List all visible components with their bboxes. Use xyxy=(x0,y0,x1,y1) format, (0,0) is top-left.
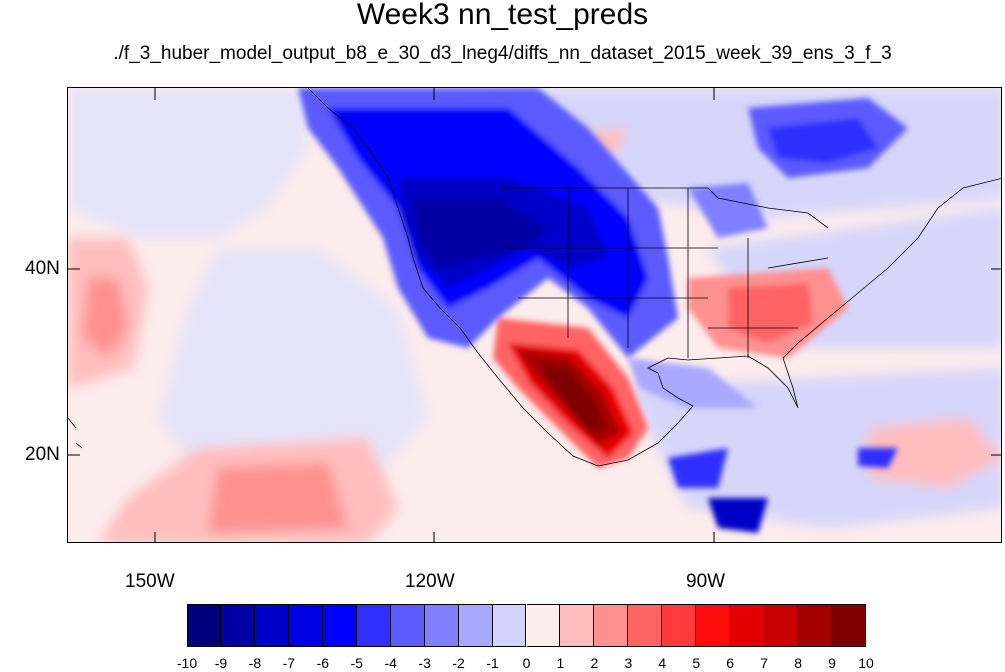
colorbar-swatch xyxy=(492,604,527,647)
colorbar-swatch xyxy=(798,604,833,647)
colorbar-tick-label: -6 xyxy=(316,655,330,671)
map-svg xyxy=(68,88,1001,542)
strong-anomalies xyxy=(298,88,908,533)
colorbar-swatch xyxy=(560,604,595,647)
colorbar-swatch xyxy=(730,604,765,647)
lon-label-90w: 90W xyxy=(686,571,726,592)
colorbar-swatch xyxy=(424,604,459,647)
colorbar-swatch xyxy=(288,604,323,647)
lat-label-20n: 20N xyxy=(25,444,60,465)
colorbar-tick-label: 10 xyxy=(858,655,874,671)
colorbar-swatch xyxy=(696,604,731,647)
colorbar-swatch xyxy=(594,604,629,647)
colorbar-tick-label: -8 xyxy=(248,655,262,671)
colorbar-tick-label: 0 xyxy=(522,655,531,671)
colorbar-tick-label: 7 xyxy=(760,655,769,671)
colorbar-tick-label: 2 xyxy=(590,655,599,671)
map-panel xyxy=(67,87,1002,543)
lon-label-120w: 120W xyxy=(405,571,455,592)
colorbar-swatch xyxy=(628,604,663,647)
colorbar-tick-label: 8 xyxy=(794,655,802,671)
colorbar-swatch xyxy=(254,604,289,647)
colorbar-swatch xyxy=(458,604,493,647)
colorbar-tick-label: -3 xyxy=(418,655,431,671)
lat-label-40n: 40N xyxy=(25,258,60,279)
lon-label-150w: 150W xyxy=(125,571,175,592)
colorbar-tick-label: 6 xyxy=(726,655,735,671)
colorbar-tick-label: 9 xyxy=(828,655,836,671)
colorbar xyxy=(187,604,866,647)
figure-title: Week3 nn_test_preds xyxy=(356,0,649,31)
colorbar-swatch xyxy=(356,604,391,647)
colorbar-tick-label: -7 xyxy=(282,655,296,671)
colorbar-tick-label: -4 xyxy=(384,655,397,671)
colorbar-tick-label: -1 xyxy=(486,655,499,671)
colorbar-swatch xyxy=(390,604,425,647)
colorbar-swatch xyxy=(662,604,697,647)
colorbar-tick-label: -2 xyxy=(452,655,465,671)
colorbar-tick-label: 5 xyxy=(692,655,701,671)
colorbar-tick-label: 3 xyxy=(624,655,633,671)
axis-ticks xyxy=(68,88,1001,542)
coastlines xyxy=(68,88,1001,467)
colorbar-swatch xyxy=(764,604,799,647)
colorbar-tick-label: -10 xyxy=(176,655,198,671)
anomaly-field xyxy=(68,88,1001,542)
colorbar-tick-label: -5 xyxy=(350,655,363,671)
colorbar-swatch xyxy=(832,604,866,647)
colorbar-swatch xyxy=(526,604,561,647)
figure-subtitle: ./f_3_huber_model_output_b8_e_30_d3_lneg… xyxy=(113,43,892,64)
colorbar-tick-label: 4 xyxy=(658,655,667,671)
colorbar-swatch xyxy=(220,604,255,647)
colorbar-tick-label: 1 xyxy=(556,655,565,671)
colorbar-tick-label: -9 xyxy=(214,655,228,671)
colorbar-swatch xyxy=(187,604,221,647)
colorbar-swatch xyxy=(322,604,357,647)
